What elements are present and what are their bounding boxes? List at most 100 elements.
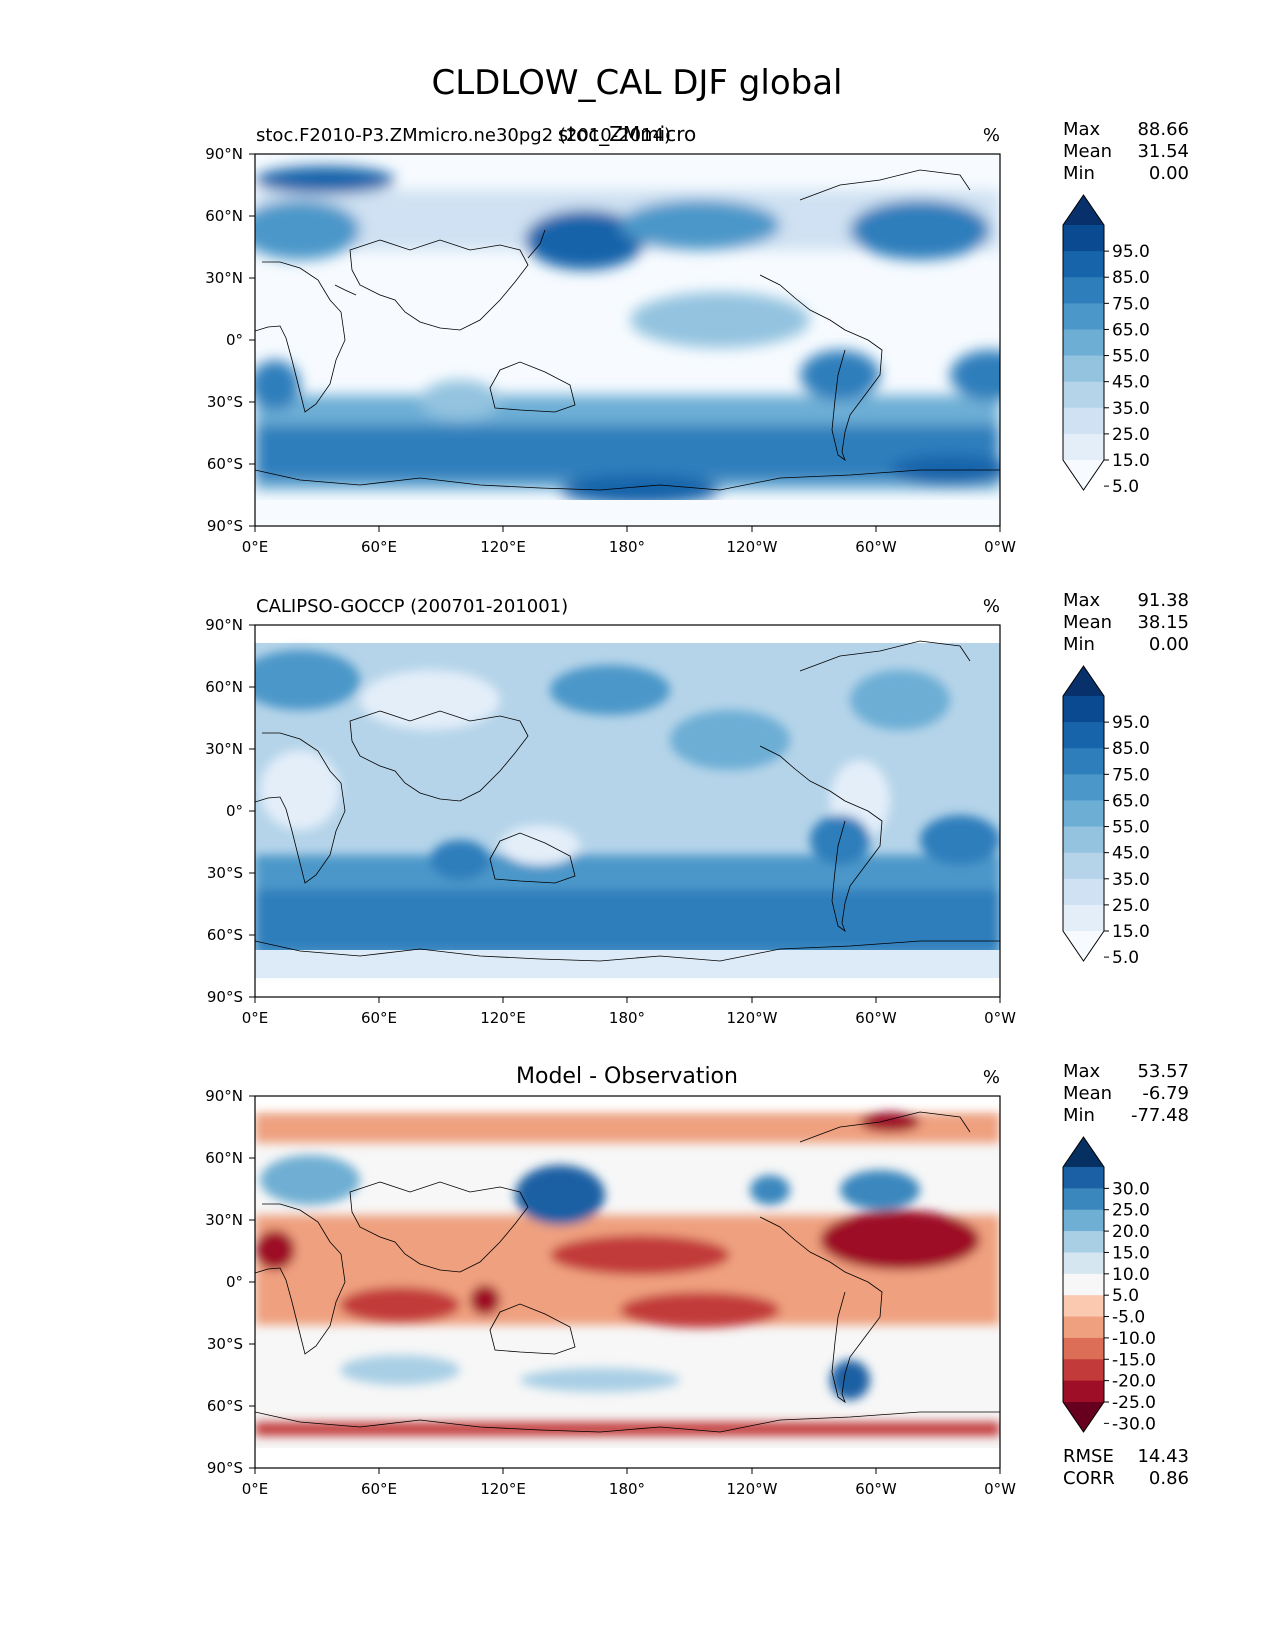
- colorbar-segment: [1063, 277, 1104, 304]
- colorbar-segment: [1063, 381, 1104, 409]
- coastlines: [255, 640, 1000, 962]
- colorbar-tick-label: 85.0: [1112, 268, 1150, 288]
- lat-tick: 60°S: [207, 455, 255, 473]
- coastlines: [255, 169, 1000, 491]
- figure-title: CLDLOW_CAL DJF global: [432, 63, 843, 103]
- lon-tick: 60°E: [361, 526, 397, 556]
- lon-tick: 0°W: [984, 526, 1016, 556]
- map-field-model: [255, 154, 1000, 526]
- lat-ticks: 90°N 60°N 30°N 0° 30°S 60°S 90°S: [205, 616, 255, 1006]
- colorbar-extend-min: [1063, 931, 1104, 961]
- units-label: %: [983, 125, 1000, 146]
- colorbar-tick-label: 5.0: [1112, 1286, 1139, 1306]
- colorbar-segment: [1063, 800, 1104, 828]
- colorbar: 95.0 85.0 75.0 65.0 55.0 45.0 35.0 25.0 15.0 5.0: [1062, 665, 1150, 968]
- colorbar-tick-label: 35.0: [1112, 399, 1150, 419]
- stat-label: Min: [1063, 1105, 1095, 1126]
- colorbar-segment: [1063, 748, 1104, 775]
- colorbar-segment: [1063, 1316, 1104, 1339]
- lon-tick-label: 0°W: [984, 1009, 1016, 1027]
- lat-tick-label: 60°S: [207, 1397, 243, 1415]
- lon-tick-label: 120°E: [480, 1480, 526, 1498]
- colorbar-tick-label: 85.0: [1112, 739, 1150, 759]
- colorbar-tick-label: 25.0: [1112, 1201, 1150, 1221]
- lon-tick-label: 180°: [609, 1009, 645, 1027]
- lon-tick-label: 120°E: [480, 538, 526, 556]
- colorbar-tick-label: -20.0: [1112, 1372, 1156, 1392]
- colorbar-tick-label: 25.0: [1112, 425, 1150, 445]
- lon-tick: 60°W: [855, 1468, 897, 1498]
- lon-tick-label: 60°W: [855, 1480, 897, 1498]
- lon-tick: 0°W: [984, 1468, 1016, 1498]
- lat-tick-label: 60°N: [205, 207, 243, 225]
- lon-ticks: 0°E 60°E 120°E 180° 120°W 60°W 0°W: [242, 1468, 1016, 1498]
- colorbar-segment: [1063, 1252, 1104, 1275]
- lat-tick: 90°N: [205, 1087, 255, 1105]
- panel-observation: CALIPSO-GOCCP (200701-201001) % 90°N 60°…: [205, 590, 1189, 1027]
- lon-tick: 60°W: [855, 526, 897, 556]
- colorbar-tick-label: -30.0: [1112, 1414, 1156, 1434]
- colorbar-segment: [1063, 696, 1104, 723]
- colorbar-tick-label: 15.0: [1112, 922, 1150, 942]
- colorbar-tick-label: 55.0: [1112, 347, 1150, 367]
- lon-tick: 180°: [609, 526, 645, 556]
- lon-tick: 60°W: [855, 997, 897, 1027]
- subtitle-left: stoc.F2010-P3.ZMmicro.ne30pg2 (2010-2014…: [256, 125, 671, 146]
- colorbar-segment: [1063, 1167, 1104, 1189]
- polar-band: [255, 950, 1000, 978]
- panel-model: stoc.F2010-P3.ZMmicro.ne30pg2 (2010-2014…: [205, 119, 1189, 556]
- colorbar-extend-max: [1063, 1137, 1104, 1167]
- stat-label: Min: [1063, 634, 1095, 655]
- colorbar-tick-label: -5.0: [1112, 1308, 1145, 1328]
- colorbar-tick-label: 75.0: [1112, 294, 1150, 314]
- colorbar-tick-label: 95.0: [1112, 713, 1150, 733]
- lat-tick: 90°S: [207, 1459, 255, 1477]
- polar-band: [255, 500, 1000, 526]
- stat-value: 38.15: [1137, 612, 1189, 633]
- lat-tick-label: 30°N: [205, 1211, 243, 1229]
- stat-value: 0.86: [1149, 1468, 1189, 1489]
- lat-tick: 60°N: [205, 207, 255, 225]
- lon-tick: 60°E: [361, 1468, 397, 1498]
- colorbar-segment: [1063, 407, 1104, 435]
- field-blobs: [255, 1112, 1000, 1436]
- lat-ticks: 90°N 60°N 30°N 0° 30°S 60°S 90°S: [205, 1087, 255, 1477]
- lat-tick-label: 30°S: [207, 393, 243, 411]
- colorbar-segment: [1063, 1209, 1104, 1232]
- lat-tick: 30°S: [207, 864, 255, 882]
- lat-tick: 0°: [226, 331, 255, 349]
- lat-tick-label: 60°S: [207, 926, 243, 944]
- colorbar-tick-label: -15.0: [1112, 1350, 1156, 1370]
- colorbar-tick-label: 75.0: [1112, 765, 1150, 785]
- units-label: %: [983, 1067, 1000, 1088]
- stat-label: Max: [1063, 1061, 1101, 1082]
- colorbar-extend-max: [1063, 666, 1104, 696]
- colorbar-segment: [1063, 1380, 1104, 1403]
- colorbar-tick-label: 10.0: [1112, 1265, 1150, 1285]
- colorbar-segment: [1063, 225, 1104, 252]
- colorbar-tick-label: 65.0: [1112, 791, 1150, 811]
- lon-ticks: 0°E 60°E 120°E 180° 120°W 60°W 0°W: [242, 997, 1016, 1027]
- colorbar-segment: [1063, 1295, 1104, 1318]
- lat-tick-label: 30°S: [207, 1335, 243, 1353]
- stat-value: -6.79: [1142, 1083, 1189, 1104]
- colorbar-segment: [1063, 303, 1104, 330]
- colorbar-segment: [1063, 904, 1104, 932]
- field-blobs: [255, 650, 1000, 970]
- colorbar-segment: [1063, 852, 1104, 880]
- lat-tick-label: 60°S: [207, 455, 243, 473]
- lon-tick: 180°: [609, 1468, 645, 1498]
- colorbar-segment: [1063, 433, 1104, 461]
- lon-tick-label: 60°W: [855, 538, 897, 556]
- colorbar-tick-label: -10.0: [1112, 1329, 1156, 1349]
- stat-value: -77.48: [1131, 1105, 1189, 1126]
- colorbar-segment: [1063, 774, 1104, 801]
- colorbar-tick-label: 55.0: [1112, 818, 1150, 838]
- field-blobs: [255, 166, 1000, 505]
- lon-tick: 0°W: [984, 997, 1016, 1027]
- colorbar-segment: [1063, 826, 1104, 854]
- lat-tick: 60°N: [205, 1149, 255, 1167]
- lat-tick: 90°S: [207, 517, 255, 535]
- lon-tick-label: 60°W: [855, 1009, 897, 1027]
- lat-tick-label: 90°N: [205, 1087, 243, 1105]
